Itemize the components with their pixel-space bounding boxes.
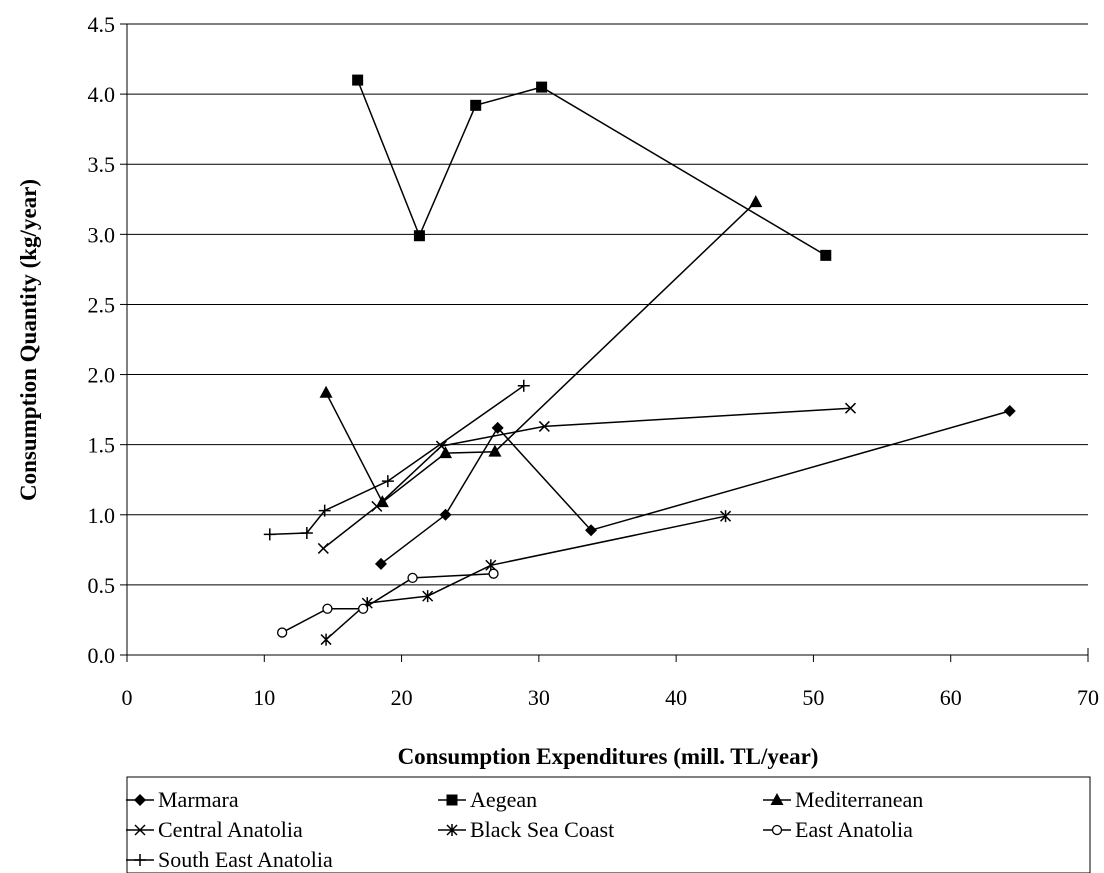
data-point-south-east-anatolia xyxy=(263,528,276,541)
x-tick-label: 60 xyxy=(940,685,962,710)
y-tick-label: 4.5 xyxy=(88,12,116,37)
data-point-south-east-anatolia xyxy=(318,504,331,517)
data-point-mediterranean xyxy=(488,444,502,457)
data-point-aegean xyxy=(413,230,425,242)
data-point-aegean xyxy=(352,74,364,86)
y-tick-label: 3.0 xyxy=(88,222,116,247)
legend-marker-black-sea-coast xyxy=(446,824,458,836)
legend-label: East Anatolia xyxy=(795,817,913,842)
data-point-south-east-anatolia xyxy=(300,527,313,540)
y-tick-label: 1.5 xyxy=(88,433,116,458)
x-axis-title: Consumption Expenditures (mill. TL/year) xyxy=(398,744,819,769)
y-tick-label: 2.0 xyxy=(88,363,116,388)
data-point-mediterranean xyxy=(319,385,333,398)
y-tick-label: 0.5 xyxy=(88,573,116,598)
series-south-east-anatolia xyxy=(263,379,530,541)
axes xyxy=(120,23,1089,662)
legend-marker-mediterranean xyxy=(770,793,784,805)
series-east-anatolia xyxy=(276,568,499,638)
legend-box xyxy=(126,776,1091,873)
legend-item-central-anatolia: Central Anatolia xyxy=(126,817,303,842)
series-line-aegean xyxy=(356,79,827,257)
legend-label: Central Anatolia xyxy=(158,817,303,842)
legend-marker-central-anatolia xyxy=(134,824,146,836)
series-marmara xyxy=(374,405,1016,570)
y-tick-label: 4.0 xyxy=(88,82,116,107)
data-point-mediterranean xyxy=(749,195,763,208)
data-point-mediterranean xyxy=(439,446,453,459)
data-point-central-anatolia xyxy=(844,402,857,414)
legend-label: Marmara xyxy=(158,787,239,812)
y-tick-label: 1.0 xyxy=(88,503,116,528)
data-point-east-anatolia xyxy=(357,603,369,614)
legend-item-mediterranean: Mediterranean xyxy=(763,787,923,812)
data-point-east-anatolia xyxy=(276,627,288,638)
series-line-mediterranean xyxy=(325,201,757,504)
y-tick-label: 0.0 xyxy=(88,643,116,668)
data-point-aegean xyxy=(536,81,548,93)
data-point-aegean xyxy=(820,249,832,261)
series-aegean xyxy=(352,74,832,261)
legend-marker-marmara xyxy=(134,794,146,806)
legend-label: South East Anatolia xyxy=(158,847,333,872)
data-point-marmara xyxy=(585,524,598,537)
x-tick-label: 40 xyxy=(665,685,687,710)
series-black-sea-coast xyxy=(320,510,732,646)
data-point-east-anatolia xyxy=(322,603,333,614)
data-point-marmara xyxy=(491,421,504,434)
data-point-central-anatolia xyxy=(371,500,383,512)
legend-marker-aegean xyxy=(446,794,458,806)
data-point-marmara xyxy=(374,557,387,570)
legend-label: Aegean xyxy=(470,787,537,812)
legend: Marmara Aegean Mediterranean Central Anatol… xyxy=(126,776,1091,873)
data-point-black-sea-coast xyxy=(320,633,332,646)
data-point-central-anatolia xyxy=(538,420,550,432)
legend-marker-south-east-anatolia xyxy=(134,854,146,866)
data-point-central-anatolia xyxy=(435,440,447,452)
series-line-black-sea-coast xyxy=(325,515,726,641)
legend-item-black-sea-coast: Black Sea Coast xyxy=(438,817,614,842)
y-tick-label: 2.5 xyxy=(88,292,116,317)
grid-lines xyxy=(127,23,1088,586)
legend-marker-east-anatolia xyxy=(771,824,783,836)
data-point-aegean xyxy=(470,99,482,111)
data-point-marmara xyxy=(1003,405,1016,418)
series-mediterranean xyxy=(319,195,763,508)
x-tick-label: 10 xyxy=(253,685,275,710)
x-tick-label: 0 xyxy=(122,685,133,710)
legend-label: Mediterranean xyxy=(795,787,923,812)
x-tick-labels: 0 10 20 30 40 50 60 70 xyxy=(122,685,1100,710)
x-tick-label: 30 xyxy=(528,685,550,710)
series-central-anatolia xyxy=(317,402,857,554)
data-point-east-anatolia xyxy=(488,568,499,579)
series-line-marmara xyxy=(380,410,1010,565)
data-point-black-sea-coast xyxy=(422,590,434,603)
legend-item-marmara: Marmara xyxy=(126,787,239,812)
legend-label: Black Sea Coast xyxy=(470,817,614,842)
y-tick-labels: 0.0 0.5 1.0 1.5 2.0 2.5 3.0 3.5 4.0 4.5 xyxy=(88,12,116,668)
legend-item-east-anatolia: East Anatolia xyxy=(763,817,913,842)
data-point-south-east-anatolia xyxy=(517,379,530,392)
x-tick-label: 70 xyxy=(1077,685,1099,710)
data-point-south-east-anatolia xyxy=(381,475,394,488)
x-tick-label: 50 xyxy=(802,685,824,710)
data-point-marmara xyxy=(439,508,452,521)
data-point-east-anatolia xyxy=(407,572,418,584)
y-tick-label: 3.5 xyxy=(88,152,116,177)
y-axis-title: Consumption Quantity (kg/year) xyxy=(16,179,41,501)
series-line-east-anatolia xyxy=(281,572,494,634)
legend-item-aegean: Aegean xyxy=(438,787,537,812)
data-point-black-sea-coast xyxy=(720,510,732,523)
series-line-south-east-anatolia xyxy=(269,385,525,536)
plot-area xyxy=(263,74,1016,646)
data-point-central-anatolia xyxy=(317,542,329,554)
legend-item-south-east-anatolia: South East Anatolia xyxy=(126,847,333,872)
x-tick-label: 20 xyxy=(391,685,413,710)
